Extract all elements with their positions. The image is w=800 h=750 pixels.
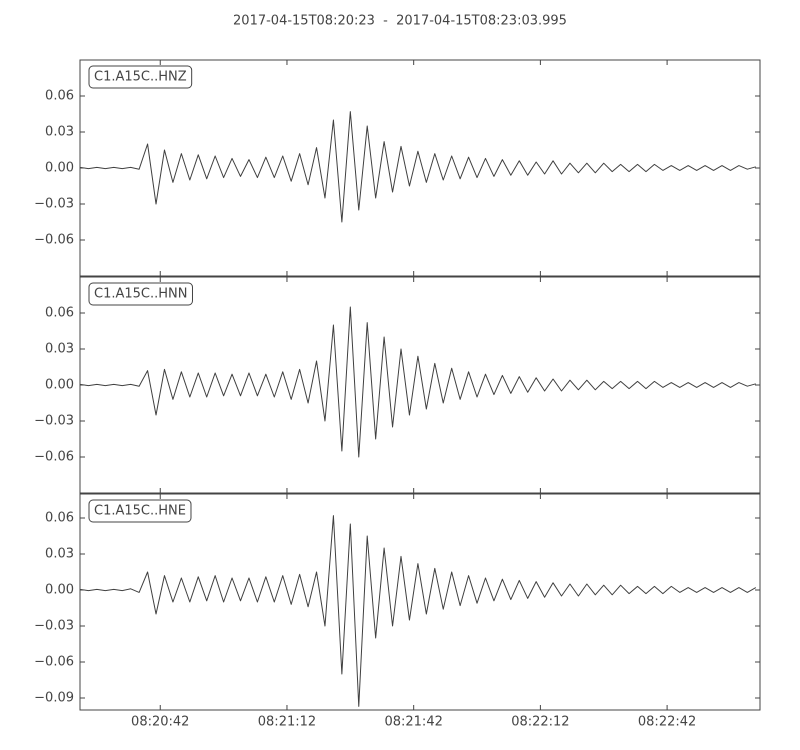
y-tick-label: 0.03 — [45, 125, 74, 140]
y-tick-label: 0.00 — [45, 378, 74, 393]
y-tick-label: 0.00 — [45, 161, 74, 176]
y-tick-label: −0.06 — [34, 450, 74, 465]
waveform — [80, 515, 757, 707]
y-tick-label: 0.00 — [45, 583, 74, 598]
axes-frame — [79, 493, 761, 711]
trace-label-box — [88, 65, 193, 89]
y-tick-label: −0.09 — [34, 691, 74, 706]
trace-label: C1.A15C..HNE — [94, 504, 186, 519]
x-tick-label: 08:20:42 — [131, 715, 189, 730]
y-tick-label: −0.06 — [34, 233, 74, 248]
y-tick-label: 0.03 — [45, 547, 74, 562]
y-tick-label: 0.06 — [45, 89, 74, 104]
trace-label: C1.A15C..HNZ — [94, 70, 187, 85]
y-tick-label: −0.03 — [34, 197, 74, 212]
waveform — [80, 306, 756, 458]
trace-label-box — [88, 499, 192, 523]
y-tick-label: 0.06 — [45, 511, 74, 526]
x-tick-label: 08:22:42 — [638, 715, 696, 730]
x-tick-label: 08:21:42 — [384, 715, 442, 730]
y-tick-label: 0.06 — [45, 306, 74, 321]
waveform — [80, 111, 756, 223]
chart-title: 2017-04-15T08:20:23 - 2017-04-15T08:23:0… — [233, 14, 567, 29]
y-tick-label: 0.03 — [45, 342, 74, 357]
y-tick-label: −0.03 — [34, 414, 74, 429]
y-tick-label: −0.03 — [34, 619, 74, 634]
x-tick-label: 08:22:12 — [511, 715, 569, 730]
trace-label-box — [88, 282, 193, 306]
y-tick-label: −0.06 — [34, 655, 74, 670]
trace-label: C1.A15C..HNN — [94, 287, 187, 302]
x-tick-label: 08:21:12 — [258, 715, 316, 730]
